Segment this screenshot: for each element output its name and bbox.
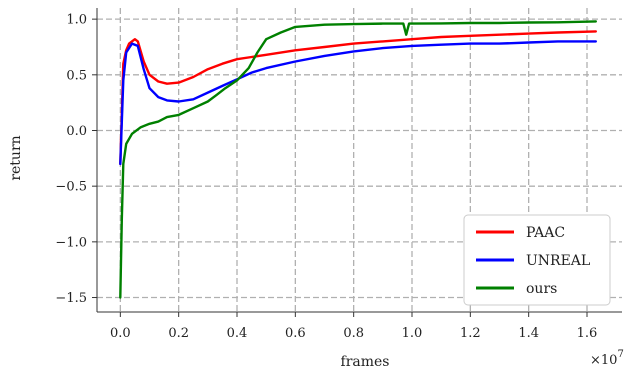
x-axis-exponent: ×107	[590, 349, 624, 368]
x-tick-label: 1.2	[460, 326, 481, 341]
x-tick-label: 0.0	[110, 326, 131, 341]
series-lines	[119, 20, 597, 299]
y-tick-label: −1.0	[55, 235, 87, 250]
legend-box	[463, 214, 611, 306]
x-tick-label: 0.4	[227, 326, 248, 341]
legend-label-paac: PAAC	[526, 225, 565, 241]
y-tick-label: −0.5	[55, 180, 87, 195]
axes	[92, 8, 622, 317]
legend-label-unreal: UNREAL	[526, 253, 590, 269]
x-tick-label: 0.8	[343, 326, 364, 341]
x-tick-label: 0.2	[168, 326, 189, 341]
y-tick-label: 0.5	[66, 68, 87, 83]
y-tick-label: 0.0	[66, 124, 87, 139]
y-tick-label: −1.5	[55, 291, 87, 306]
series-line-unreal	[119, 40, 597, 166]
legend-label-ours: ours	[526, 281, 557, 297]
x-axis-exponent-base: ×10	[590, 353, 617, 368]
y-tick-label: 1.0	[66, 13, 87, 28]
x-tick-label: 1.6	[577, 326, 598, 341]
series-line-paac	[119, 30, 597, 166]
series-line-ours	[119, 20, 597, 299]
x-tick-label: 1.4	[518, 326, 539, 341]
x-tick-label: 1.0	[402, 326, 423, 341]
x-axis-label: frames	[341, 354, 390, 370]
legend: PAAC UNREAL ours	[463, 214, 611, 306]
x-axis-exponent-power: 7	[617, 349, 623, 360]
y-axis-label: return	[8, 135, 24, 180]
x-tick-label: 0.6	[285, 326, 306, 341]
tick-labels: 0.0 0.2 0.4 0.6 0.8 1.0 1.2 1.4 1.6 1.0 0.5 0.0 −0.5…	[55, 13, 597, 341]
